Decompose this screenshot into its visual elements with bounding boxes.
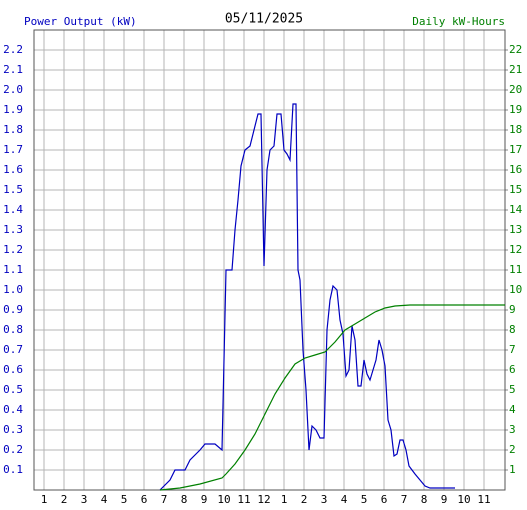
y-tick-label: 1.9 — [3, 103, 23, 116]
x-tick-label: 3 — [81, 493, 88, 506]
y2-tick-label: 3 — [509, 423, 516, 436]
y-tick-label: 1.3 — [3, 223, 23, 236]
y2-tick-label: 17 — [509, 143, 522, 156]
x-tick-label: 7 — [161, 493, 168, 506]
y-axis-label: Power Output (kW) — [24, 15, 137, 28]
y2-tick-label: 16 — [509, 163, 522, 176]
y2-tick-label: 10 — [509, 283, 522, 296]
y2-tick-label: 13 — [509, 223, 522, 236]
y-tick-label: 1.7 — [3, 143, 23, 156]
y2-tick-label: 9 — [509, 303, 516, 316]
y-tick-label: 2.1 — [3, 63, 23, 76]
y-tick-label: 0.7 — [3, 343, 23, 356]
y2-tick-label: 12 — [509, 243, 522, 256]
series-line — [159, 304, 505, 491]
x-tick-label: 9 — [201, 493, 208, 506]
y2-tick-label: 15 — [509, 183, 522, 196]
x-tick-label: 6 — [141, 493, 148, 506]
x-tick-label: 4 — [101, 493, 108, 506]
x-tick-label: 9 — [441, 493, 448, 506]
y2-tick-label: 5 — [509, 383, 516, 396]
x-tick-label: 12 — [257, 493, 270, 506]
y-tick-label: 0.3 — [3, 423, 23, 436]
y2-tick-label: 22 — [509, 43, 522, 56]
y-tick-label: 0.2 — [3, 443, 23, 456]
x-tick-label: 4 — [341, 493, 348, 506]
y2-axis-label: Daily kW-Hours — [412, 15, 505, 28]
x-tick-label: 1 — [281, 493, 288, 506]
y-tick-label: 2.2 — [3, 43, 23, 56]
plot-frame — [33, 29, 506, 491]
x-tick-label: 11 — [477, 493, 490, 506]
x-tick-label: 6 — [381, 493, 388, 506]
y-tick-label: 1.0 — [3, 283, 23, 296]
x-tick-label: 8 — [181, 493, 188, 506]
y-tick-label: 0.5 — [3, 383, 23, 396]
x-tick-label: 8 — [421, 493, 428, 506]
y-tick-label: 0.1 — [3, 463, 23, 476]
x-tick-label: 10 — [457, 493, 470, 506]
x-tick-label: 2 — [301, 493, 308, 506]
y-tick-label: 1.2 — [3, 243, 23, 256]
y-tick-label: 1.8 — [3, 123, 23, 136]
y2-tick-label: 21 — [509, 63, 522, 76]
y-tick-label: 2.0 — [3, 83, 23, 96]
y2-tick-label: 11 — [509, 263, 522, 276]
x-tick-label: 10 — [217, 493, 230, 506]
y-tick-label: 0.9 — [3, 303, 23, 316]
y-tick-label: 0.4 — [3, 403, 23, 416]
y2-tick-label: 2 — [509, 443, 516, 456]
x-tick-label: 5 — [121, 493, 128, 506]
x-tick-label: 1 — [41, 493, 48, 506]
y2-tick-label: 7 — [509, 343, 516, 356]
y-tick-label: 0.6 — [3, 363, 23, 376]
y2-tick-label: 20 — [509, 83, 522, 96]
y2-tick-label: 6 — [509, 363, 516, 376]
y2-tick-label: 4 — [509, 403, 516, 416]
series-line — [159, 103, 455, 491]
y2-tick-label: 1 — [509, 463, 516, 476]
y2-tick-label: 19 — [509, 103, 522, 116]
chart-title: 05/11/2025 — [225, 12, 303, 27]
x-tick-label: 7 — [401, 493, 408, 506]
x-tick-label: 5 — [361, 493, 368, 506]
y2-tick-label: 14 — [509, 203, 523, 216]
y2-tick-label: 8 — [509, 323, 516, 336]
x-tick-label: 3 — [321, 493, 328, 506]
y-tick-label: 1.5 — [3, 183, 23, 196]
y-tick-label: 1.6 — [3, 163, 23, 176]
x-tick-label: 2 — [61, 493, 68, 506]
x-tick-label: 11 — [237, 493, 250, 506]
y2-tick-label: 18 — [509, 123, 522, 136]
y-tick-label: 0.8 — [3, 323, 23, 336]
y-tick-label: 1.1 — [3, 263, 23, 276]
y-tick-label: 1.4 — [3, 203, 23, 216]
